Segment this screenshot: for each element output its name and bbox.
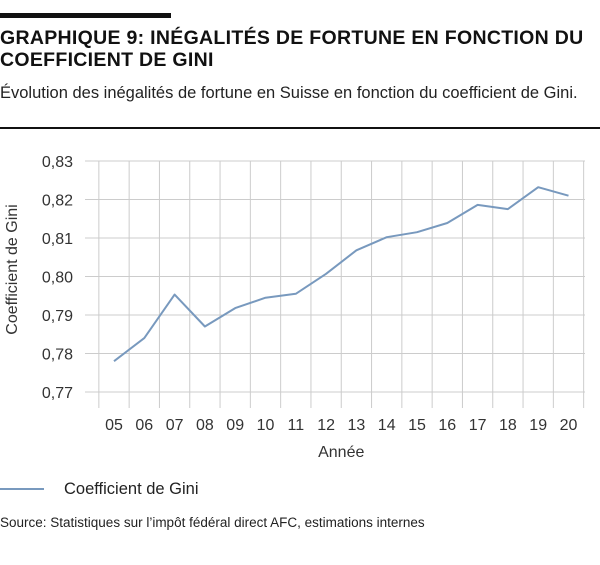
x-axis-ticks: 05 06 07 08 09 10 11 12 13 14 15 16 17 18 19 20 xyxy=(105,417,577,434)
y-tick-label: 0,83 xyxy=(42,154,73,171)
y-tick-label: 0,80 xyxy=(42,270,73,287)
x-tick-label: 15 xyxy=(408,417,426,434)
legend-swatch-line xyxy=(0,488,44,490)
y-tick-label: 0,78 xyxy=(42,347,73,364)
x-tick-label: 16 xyxy=(438,417,456,434)
x-tick-label: 08 xyxy=(196,417,214,434)
series-layer xyxy=(113,186,569,362)
line-chart: 0,83 0,82 0,81 0,80 0,79 0,78 0,77 05 06 07 08 09 1… xyxy=(4,154,585,461)
x-tick-label: 17 xyxy=(469,417,487,434)
x-tick-label: 14 xyxy=(378,417,396,434)
legend: Coefficient de Gini xyxy=(0,478,400,500)
series-line-gini xyxy=(113,186,569,362)
x-tick-label: 07 xyxy=(166,417,184,434)
x-tick-label: 20 xyxy=(560,417,578,434)
x-tick-label: 05 xyxy=(105,417,123,434)
y-tick-label: 0,81 xyxy=(42,231,73,248)
x-tick-label: 10 xyxy=(257,417,275,434)
x-tick-label: 09 xyxy=(226,417,244,434)
grid-layer xyxy=(85,160,585,408)
x-axis-label: Année xyxy=(318,444,364,461)
x-tick-label: 19 xyxy=(529,417,547,434)
x-tick-label: 12 xyxy=(317,417,335,434)
x-tick-label: 06 xyxy=(135,417,153,434)
header-divider xyxy=(0,127,600,129)
x-tick-label: 11 xyxy=(287,417,304,434)
y-tick-label: 0,77 xyxy=(42,385,73,402)
y-tick-label: 0,79 xyxy=(42,308,73,325)
chart-subtitle: Évolution des inégalités de fortune en S… xyxy=(0,84,578,102)
y-axis-ticks: 0,83 0,82 0,81 0,80 0,79 0,78 0,77 xyxy=(42,154,73,402)
chart-title: GRAPHIQUE 9: INÉGALITÉS DE FORTUNE EN FO… xyxy=(0,27,584,71)
x-tick-label: 18 xyxy=(499,417,517,434)
y-axis-label: Coefficient de Gini xyxy=(4,204,21,334)
y-tick-label: 0,82 xyxy=(42,193,73,210)
title-accent-rule xyxy=(0,13,171,18)
x-tick-label: 13 xyxy=(348,417,366,434)
source-note: Source: Statistiques sur l’impôt fédéral… xyxy=(0,515,425,530)
legend-label: Coefficient de Gini xyxy=(64,480,199,498)
